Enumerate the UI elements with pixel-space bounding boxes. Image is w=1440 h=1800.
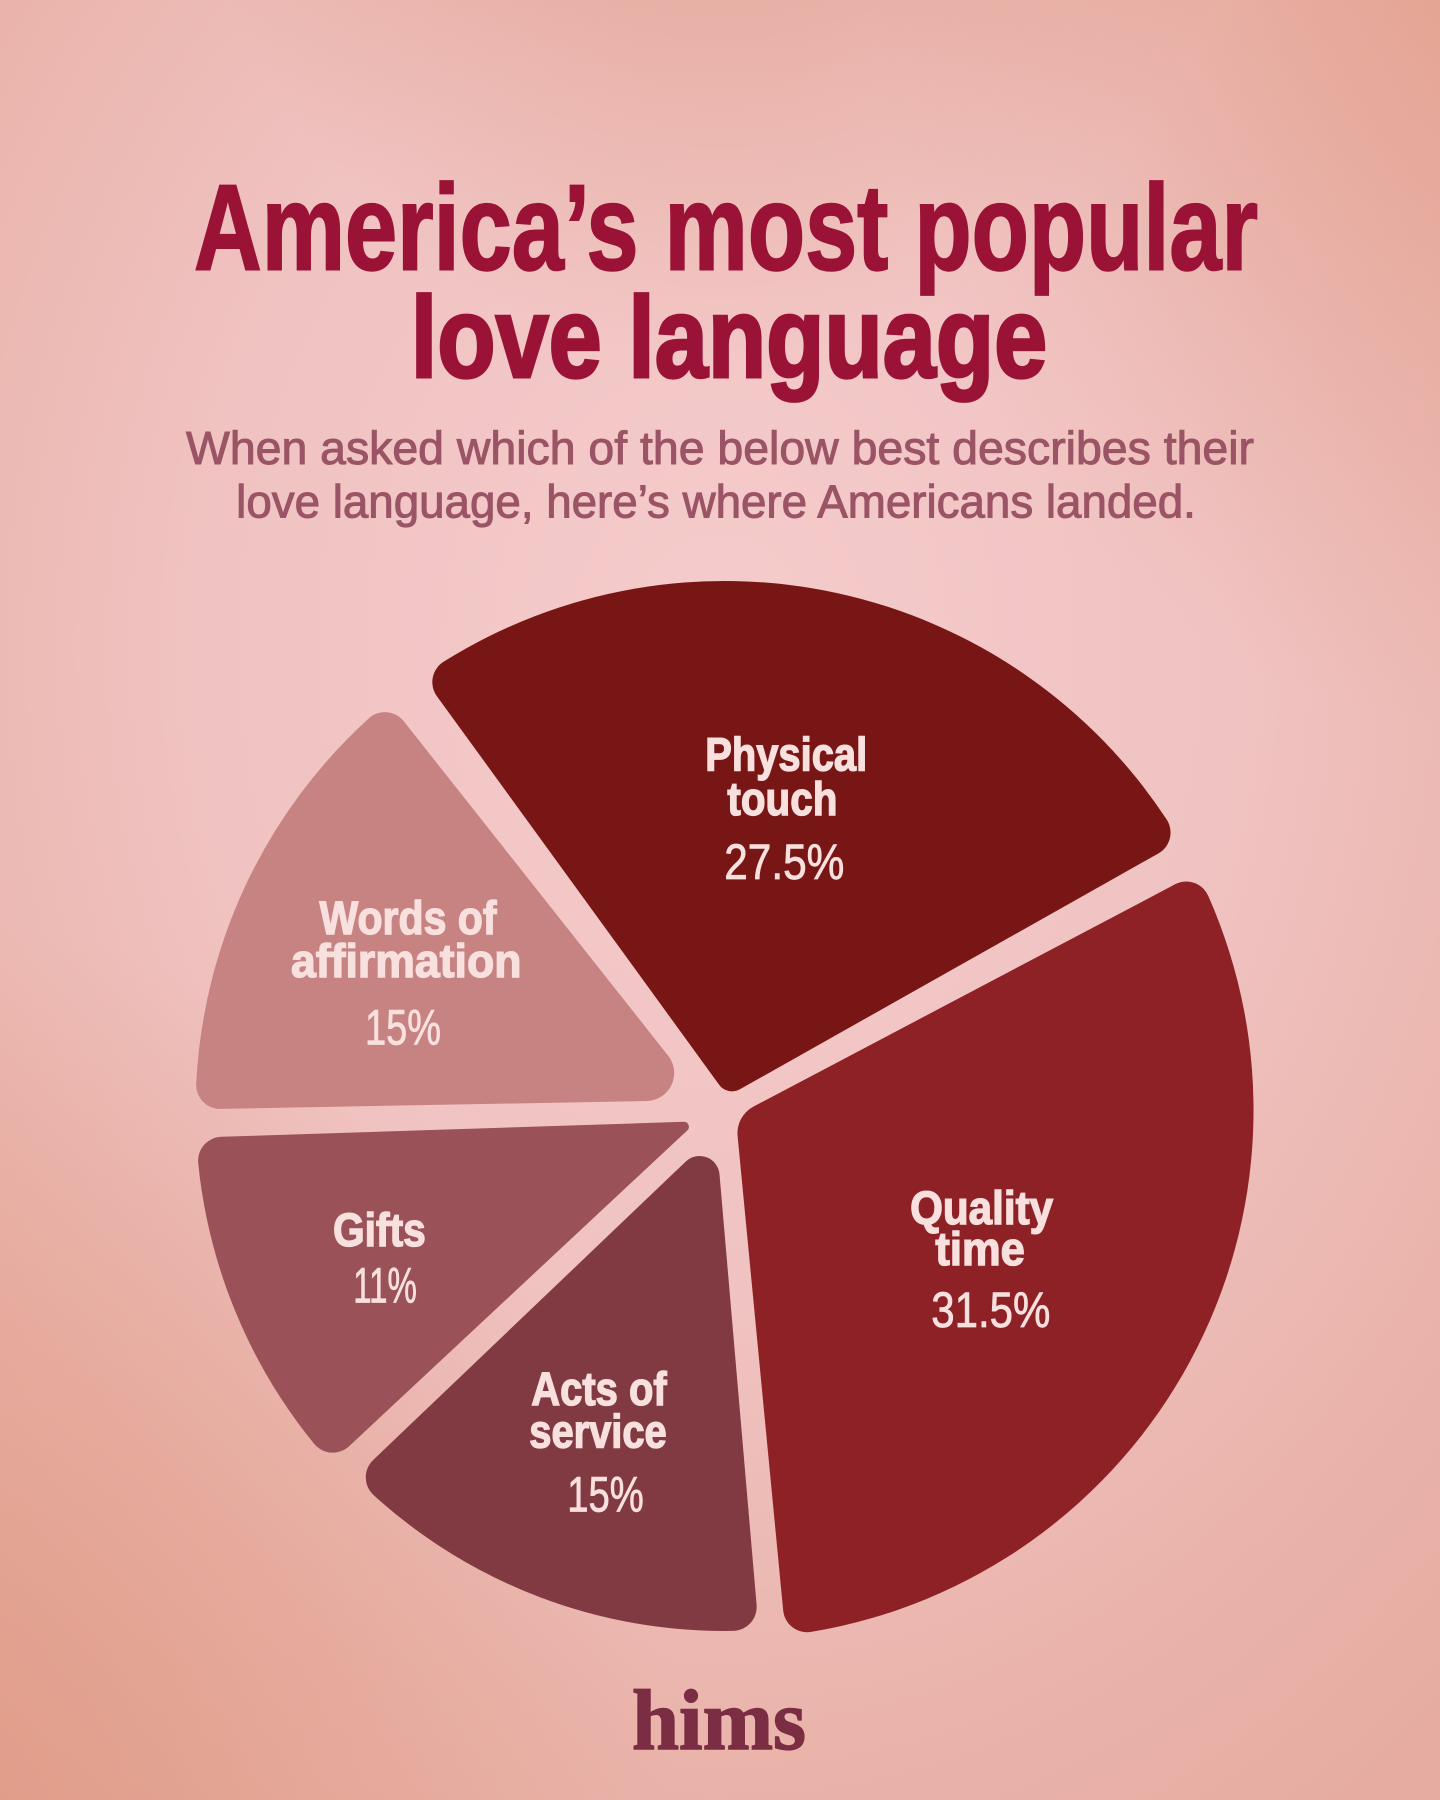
svg-text:When asked which of the below: When asked which of the below best descr… — [186, 422, 1254, 474]
svg-text:Physical: Physical — [705, 727, 867, 780]
svg-text:15%: 15% — [567, 1466, 643, 1522]
svg-text:Words of: Words of — [319, 891, 496, 944]
svg-text:affirmation: affirmation — [291, 934, 521, 987]
svg-text:service: service — [529, 1405, 666, 1458]
svg-text:Quality: Quality — [910, 1181, 1053, 1234]
svg-text:America’s most popular: America’s most popular — [194, 159, 1258, 295]
svg-text:touch: touch — [727, 772, 837, 825]
svg-text:11%: 11% — [353, 1258, 417, 1314]
svg-text:love language, here’s where Am: love language, here’s where Americans la… — [236, 475, 1196, 527]
svg-text:Gifts: Gifts — [333, 1203, 426, 1256]
svg-text:hims: hims — [632, 1672, 806, 1768]
svg-text:love language: love language — [411, 274, 1048, 402]
svg-text:31.5%: 31.5% — [931, 1282, 1050, 1338]
svg-text:Acts of: Acts of — [531, 1362, 667, 1415]
svg-text:time: time — [935, 1222, 1024, 1275]
svg-text:15%: 15% — [365, 1000, 441, 1056]
svg-text:27.5%: 27.5% — [724, 834, 844, 890]
